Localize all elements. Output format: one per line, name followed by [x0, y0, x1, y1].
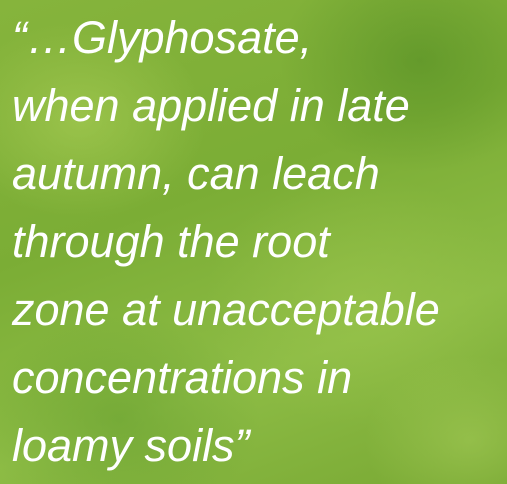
quote-line: zone at unacceptable — [11, 284, 440, 335]
quote-line: autumn, can leach — [12, 148, 380, 199]
quote-line: when applied in late — [12, 80, 410, 131]
quote-line: “…Glyphosate, — [12, 12, 312, 63]
page: “…Glyphosate, when applied in late autumn,… — [0, 0, 507, 484]
quote-line: concentrations in — [12, 352, 352, 403]
quote-line: loamy soils” — [12, 420, 252, 471]
quote: “…Glyphosate, when applied in late autumn,… — [0, 0, 507, 484]
quote-line: through the root — [12, 216, 332, 267]
